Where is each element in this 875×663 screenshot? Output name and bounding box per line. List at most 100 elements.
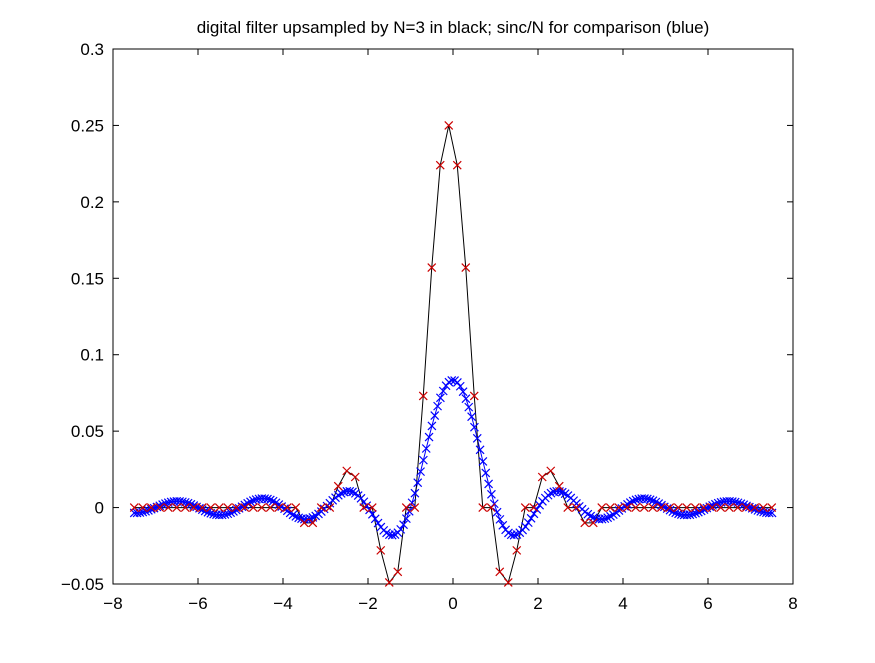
sinc-point	[665, 505, 675, 515]
sinc-point	[291, 512, 301, 521]
sinc-point	[521, 522, 530, 532]
filter-point	[299, 518, 309, 528]
filter-point	[563, 503, 573, 512]
filter-point	[308, 518, 318, 528]
sinc-point	[487, 489, 496, 499]
filter-point	[214, 503, 224, 512]
sinc-point	[430, 411, 440, 420]
filter-point	[605, 503, 615, 512]
filter-point	[197, 503, 207, 512]
sinc-point	[336, 489, 346, 498]
sinc-point	[248, 496, 258, 505]
filter-point	[240, 503, 250, 512]
sinc-point	[557, 487, 567, 497]
x-tick-label: 8	[788, 594, 797, 613]
sinc-point	[243, 498, 253, 508]
filter-point	[376, 545, 386, 555]
filter-point	[648, 503, 658, 512]
sinc-point	[407, 498, 417, 508]
filter-point	[274, 503, 284, 512]
x-tick-label: 2	[533, 594, 542, 613]
filter-point	[172, 503, 182, 512]
sinc-point	[231, 505, 241, 515]
sinc-point	[685, 510, 695, 520]
filter-point	[367, 503, 377, 512]
sinc-point	[464, 402, 474, 412]
y-tick-label: 0.1	[80, 346, 104, 365]
sinc-point	[645, 495, 655, 505]
filter-point	[427, 263, 437, 273]
filter-point	[631, 503, 641, 512]
filter-point	[597, 503, 607, 512]
sinc-point	[203, 507, 213, 517]
sinc-point	[265, 495, 275, 505]
sinc-point	[161, 499, 170, 508]
sinc-point	[240, 500, 250, 510]
sinc-point	[305, 514, 315, 523]
filter-point	[512, 545, 522, 555]
sinc-point	[492, 507, 502, 517]
sinc-point	[387, 530, 397, 540]
filter-point	[342, 466, 352, 476]
sinc-point	[699, 505, 709, 514]
filter-point	[189, 503, 199, 512]
sinc-point	[367, 509, 377, 519]
sinc-point	[183, 498, 193, 508]
y-tick-label: 0.2	[80, 193, 104, 212]
sinc-point	[399, 520, 408, 530]
filter-point	[146, 503, 156, 512]
sinc-point	[481, 468, 491, 478]
sinc-point	[396, 524, 406, 534]
y-tick-label: 0.25	[71, 116, 104, 135]
filter-point	[231, 503, 241, 512]
filter-point	[138, 503, 148, 512]
filter-point	[750, 503, 760, 512]
filter-point	[291, 503, 301, 512]
filter-point	[333, 481, 343, 491]
sinc-point	[509, 530, 519, 540]
filter-point	[682, 503, 692, 512]
filter-point	[580, 518, 590, 528]
filter-point	[257, 503, 267, 512]
filter-point	[401, 503, 411, 512]
y-tick-label: 0.3	[80, 40, 104, 59]
sinc-point	[458, 387, 468, 397]
sinc-point	[155, 501, 165, 511]
filter-point	[707, 503, 717, 512]
sinc-point	[478, 457, 488, 466]
filter-point	[767, 503, 777, 512]
sinc-point	[260, 494, 270, 504]
sinc-point	[345, 486, 355, 496]
sinc-point	[348, 487, 357, 497]
sinc-point	[416, 467, 425, 477]
sinc-point	[498, 520, 508, 530]
sinc-point	[373, 518, 383, 528]
sinc-point	[742, 501, 751, 511]
sinc-point	[418, 455, 428, 465]
sinc-point	[713, 498, 723, 508]
filter-point	[155, 503, 165, 512]
filter-point	[478, 503, 488, 512]
sinc-point	[526, 513, 536, 523]
sinc-point	[438, 386, 448, 396]
sinc-point	[197, 505, 207, 515]
sinc-point	[475, 445, 485, 455]
filter-point	[435, 160, 445, 170]
sinc-point	[452, 378, 462, 387]
sinc-point	[410, 488, 420, 498]
sinc-point	[668, 507, 678, 517]
filter-point	[495, 567, 505, 577]
x-tick-label: −2	[358, 594, 377, 613]
filter-point	[444, 121, 454, 130]
sinc-point	[370, 514, 380, 524]
sinc-point	[435, 393, 445, 403]
filter-point	[359, 503, 369, 512]
filter-point	[537, 472, 547, 482]
filter-point	[452, 160, 462, 170]
x-tick-label: 6	[703, 594, 712, 613]
filter-point	[248, 503, 258, 512]
sinc-point	[433, 401, 442, 411]
sinc-point	[631, 495, 641, 505]
